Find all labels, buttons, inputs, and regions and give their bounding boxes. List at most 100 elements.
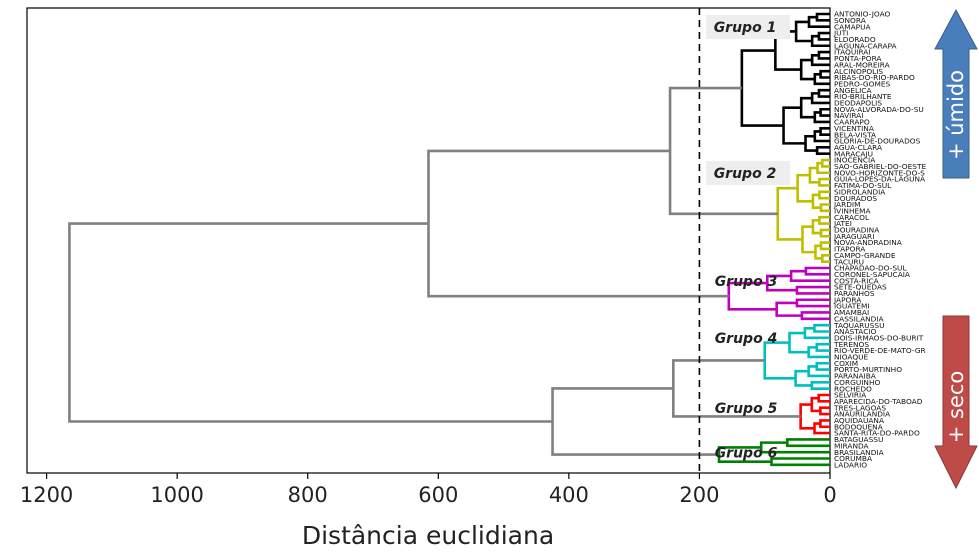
leaf-label: DEODAPOLIS xyxy=(834,99,882,108)
dendrogram-link xyxy=(819,406,830,416)
leaf-label: CORONEL-SAPUCAIA xyxy=(834,270,910,279)
dendrogram-link xyxy=(813,111,830,124)
dendrogram-link xyxy=(775,301,802,317)
dendrogram-link xyxy=(810,396,821,413)
dendrogram-link xyxy=(810,92,830,105)
dendrogram-link xyxy=(786,438,830,448)
leaf-label: NOVO-HORIZONTE-DO-S xyxy=(834,168,925,177)
leaf-label: TAQUARUSSU xyxy=(833,321,885,330)
leaf-label: BRASILANDIA xyxy=(834,448,884,457)
group-label: Grupo 6 xyxy=(715,445,778,461)
leaf-label: DOIS-IRMAOS-DO-BURIT xyxy=(834,333,924,342)
group-labels: Grupo 1 Grupo 2 Grupo 3 Grupo 4 Grupo 5 Grupo… xyxy=(706,15,790,461)
dendrogram-link xyxy=(811,219,822,235)
dendrogram-link xyxy=(813,422,830,435)
dendrogram-link xyxy=(807,346,830,359)
wet-arrow-label: + úmido xyxy=(944,70,968,160)
dendrogram-link xyxy=(813,73,830,86)
leaf-label: ROCHEDO xyxy=(834,384,872,393)
leaf-label: JATEI xyxy=(833,219,852,228)
leaf-label: SANTA-RITA-DO-PARDO xyxy=(834,429,920,438)
leaf-label: NOVA-ANDRADINA xyxy=(834,238,902,247)
leaf-label: PARANAIBA xyxy=(834,372,876,381)
dendrogram-link xyxy=(799,403,815,430)
dendrogram-link xyxy=(815,361,830,371)
leaf-label: LAGUNA-CARAPA xyxy=(834,41,897,50)
dendrogram-link xyxy=(815,342,830,352)
leaf-label: MARACAJU xyxy=(834,149,873,158)
group-label-bg xyxy=(706,161,790,186)
leaf-label: ANAURILANDIA xyxy=(834,410,890,419)
dendrogram-link xyxy=(817,50,830,60)
leaf-label: BATAGUASSU xyxy=(834,435,883,444)
dendrogram-link xyxy=(68,222,553,423)
leaf-label: IVINHEMA xyxy=(834,206,871,215)
dendrogram-link xyxy=(770,457,830,467)
leaf-label: CAMAPUA xyxy=(834,22,871,31)
leaf-label: COSTA-RICA xyxy=(834,276,879,285)
leaf-label: PONTA-PORA xyxy=(834,54,881,63)
dendrogram-link xyxy=(782,106,806,145)
dendrogram-link xyxy=(804,266,830,276)
dendrogram-link xyxy=(817,88,830,98)
dendrogram-link xyxy=(810,34,830,48)
leaf-label: CORUMBA xyxy=(834,454,872,463)
dendrogram-link xyxy=(817,31,830,41)
leaf-label: ARAL-MOREIRA xyxy=(834,60,890,69)
leaf-label: JARDIM xyxy=(833,200,861,209)
dendrogram-link xyxy=(815,12,830,22)
dendrogram-link xyxy=(759,441,830,454)
dendrogram-link xyxy=(816,161,830,175)
leaf-label: ELDORADO xyxy=(834,35,876,44)
x-tick-label: 1200 xyxy=(20,483,73,507)
leaf-label: MIRANDA xyxy=(834,441,869,450)
leaf-label: AQUIDAUANA xyxy=(834,416,884,425)
leaf-label: CAMPO-GRANDE xyxy=(834,251,896,260)
leaf-label: IGUATEMI xyxy=(834,302,870,311)
leaf-label: SELVIRIA xyxy=(834,391,866,400)
dendrogram-link xyxy=(795,285,830,295)
x-tick-label: 200 xyxy=(679,483,719,507)
dendrogram-link xyxy=(818,215,830,225)
leaf-label: CARACOL xyxy=(834,213,870,222)
x-tick-label: 600 xyxy=(418,483,458,507)
dendrogram-link xyxy=(427,149,729,298)
dendrogram-link xyxy=(819,107,830,117)
dendrogram-link xyxy=(794,369,812,387)
down-arrow-icon xyxy=(934,315,978,490)
dendrogram-link xyxy=(813,130,830,143)
dendrogram-link xyxy=(814,244,823,260)
dendrogram-link xyxy=(765,274,797,292)
leaf-label: DOURADINA xyxy=(834,226,879,235)
dendrogram-link xyxy=(819,203,830,213)
leaf-label: DOURADOS xyxy=(834,194,877,203)
dendrogram-link xyxy=(727,281,777,311)
dendrogram-link xyxy=(804,134,818,152)
x-axis-title: Distância euclidiana xyxy=(302,521,554,550)
dendrogram-link xyxy=(819,241,830,251)
leaf-label: JUTI xyxy=(833,29,848,38)
group-label: Grupo 3 xyxy=(715,274,778,290)
x-tick-label: 400 xyxy=(549,483,589,507)
leaf-label: CASSILANDIA xyxy=(834,314,884,323)
leaf-label: BODOQUENA xyxy=(834,422,883,431)
leaf-label: APARECIDA-DO-TABOAD xyxy=(834,397,923,406)
leaf-label: SETE-QUEDAS xyxy=(834,283,887,292)
leaf-label: ITAPORA xyxy=(834,245,865,254)
leaf-label: RIO-BRILHANTE xyxy=(834,92,892,101)
leaf-label: AGUA-CLARA xyxy=(834,143,882,152)
group-label: Grupo 5 xyxy=(715,401,778,417)
leaf-label: TACURU xyxy=(833,257,864,266)
dendrogram-link xyxy=(788,331,809,354)
leaf-label: TERENOS xyxy=(833,340,869,349)
x-tick-label: 0 xyxy=(823,483,836,507)
leaf-labels: ANTONIO-JOAOSONORACAMAPUAJUTIELDORADOLAG… xyxy=(833,10,926,470)
x-axis-ticks: 1200 1000 800 600 400 200 0 xyxy=(20,473,837,507)
leaf-label: ANGELICA xyxy=(834,86,872,95)
leaf-label: CHAPADAO-DO-SUL xyxy=(834,264,907,273)
leaf-label: GLORIA-DE-DOURADOS xyxy=(834,137,921,146)
group-label: Grupo 2 xyxy=(714,166,777,182)
leaf-label: NAVIRAI xyxy=(834,111,863,120)
group-label: Grupo 4 xyxy=(715,331,778,347)
